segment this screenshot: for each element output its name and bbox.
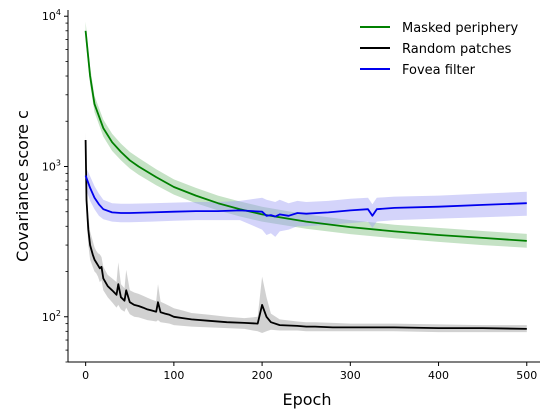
masked-periphery-line (84, 30, 527, 242)
legend-label-masked-periphery: Masked periphery (402, 21, 518, 36)
axes (67, 10, 540, 363)
x-tick-label: 0 (82, 369, 89, 382)
legend-label-random-patches: Random patches (402, 42, 512, 57)
legend: Masked periphery Random patches Fovea filt… (360, 21, 518, 78)
y-tick-label: 102 (42, 309, 61, 324)
confidence-bands (85, 21, 527, 333)
random-patches-line (84, 139, 527, 330)
series-lines (84, 30, 527, 330)
y-ticks: 102 103 104 (42, 8, 68, 363)
x-ticks: 0 100 200 300 400 500 (82, 362, 537, 382)
y-tick-label: 103 (42, 158, 61, 173)
masked-periphery-band (85, 21, 527, 248)
y-tick-label: 104 (42, 8, 61, 23)
x-tick-label: 300 (340, 369, 361, 382)
x-tick-label: 500 (516, 369, 537, 382)
x-tick-label: 400 (428, 369, 449, 382)
y-axis-label: Covariance score c (13, 110, 32, 262)
random-patches-band (85, 131, 527, 333)
fovea-filter-line (84, 175, 527, 218)
fovea-filter-band (85, 166, 527, 237)
x-tick-label: 100 (163, 369, 184, 382)
x-tick-label: 200 (252, 369, 273, 382)
legend-label-fovea-filter: Fovea filter (402, 63, 476, 78)
x-axis-label: Epoch (283, 390, 332, 409)
